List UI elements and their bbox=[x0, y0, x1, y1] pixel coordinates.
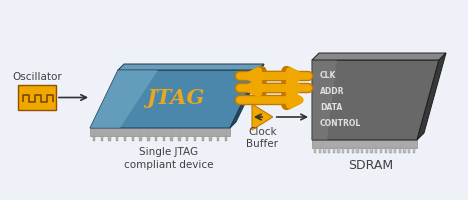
Bar bbox=[178, 136, 181, 141]
Bar bbox=[18, 86, 56, 110]
Bar bbox=[217, 136, 219, 141]
Text: Oscillator: Oscillator bbox=[12, 72, 62, 82]
Bar bbox=[194, 136, 196, 141]
Bar bbox=[124, 136, 126, 141]
Polygon shape bbox=[417, 54, 446, 140]
Bar bbox=[333, 148, 335, 153]
Bar bbox=[403, 148, 406, 153]
Bar bbox=[356, 148, 358, 153]
Bar bbox=[186, 136, 189, 141]
Bar bbox=[319, 148, 321, 153]
Text: CLK: CLK bbox=[320, 71, 336, 80]
Bar bbox=[389, 148, 392, 153]
Bar bbox=[93, 136, 95, 141]
Text: CONTROL: CONTROL bbox=[320, 118, 361, 127]
Polygon shape bbox=[90, 71, 158, 128]
Bar bbox=[351, 148, 354, 153]
Text: Clock
Buffer: Clock Buffer bbox=[246, 127, 278, 148]
Bar bbox=[101, 136, 103, 141]
Text: JTAG: JTAG bbox=[146, 88, 205, 107]
Bar bbox=[371, 148, 373, 153]
Polygon shape bbox=[312, 54, 446, 61]
Polygon shape bbox=[252, 104, 273, 130]
Bar bbox=[394, 148, 396, 153]
Bar bbox=[385, 148, 387, 153]
Bar bbox=[337, 148, 340, 153]
Bar bbox=[380, 148, 382, 153]
Text: ADDR: ADDR bbox=[320, 86, 344, 95]
Bar bbox=[116, 136, 118, 141]
Bar bbox=[328, 148, 330, 153]
Bar bbox=[202, 136, 204, 141]
Polygon shape bbox=[312, 140, 417, 148]
Bar bbox=[323, 148, 326, 153]
Bar bbox=[163, 136, 165, 141]
Bar bbox=[170, 136, 173, 141]
Bar bbox=[408, 148, 410, 153]
Bar bbox=[132, 136, 134, 141]
Bar bbox=[139, 136, 142, 141]
Polygon shape bbox=[90, 128, 230, 136]
Bar bbox=[375, 148, 377, 153]
Bar bbox=[347, 148, 349, 153]
Text: DATA: DATA bbox=[320, 102, 342, 111]
Bar bbox=[147, 136, 150, 141]
Text: SDRAM: SDRAM bbox=[349, 158, 394, 171]
Bar bbox=[399, 148, 401, 153]
Bar bbox=[413, 148, 415, 153]
Bar bbox=[361, 148, 363, 153]
Bar bbox=[108, 136, 111, 141]
Polygon shape bbox=[312, 61, 439, 140]
Polygon shape bbox=[230, 65, 264, 128]
Polygon shape bbox=[312, 61, 337, 140]
Bar bbox=[314, 148, 316, 153]
Bar bbox=[209, 136, 212, 141]
Polygon shape bbox=[90, 71, 258, 128]
Bar bbox=[342, 148, 344, 153]
Bar bbox=[225, 136, 227, 141]
Bar bbox=[366, 148, 368, 153]
Bar bbox=[155, 136, 157, 141]
Text: Single JTAG
compliant device: Single JTAG compliant device bbox=[124, 146, 213, 169]
Polygon shape bbox=[118, 65, 264, 71]
